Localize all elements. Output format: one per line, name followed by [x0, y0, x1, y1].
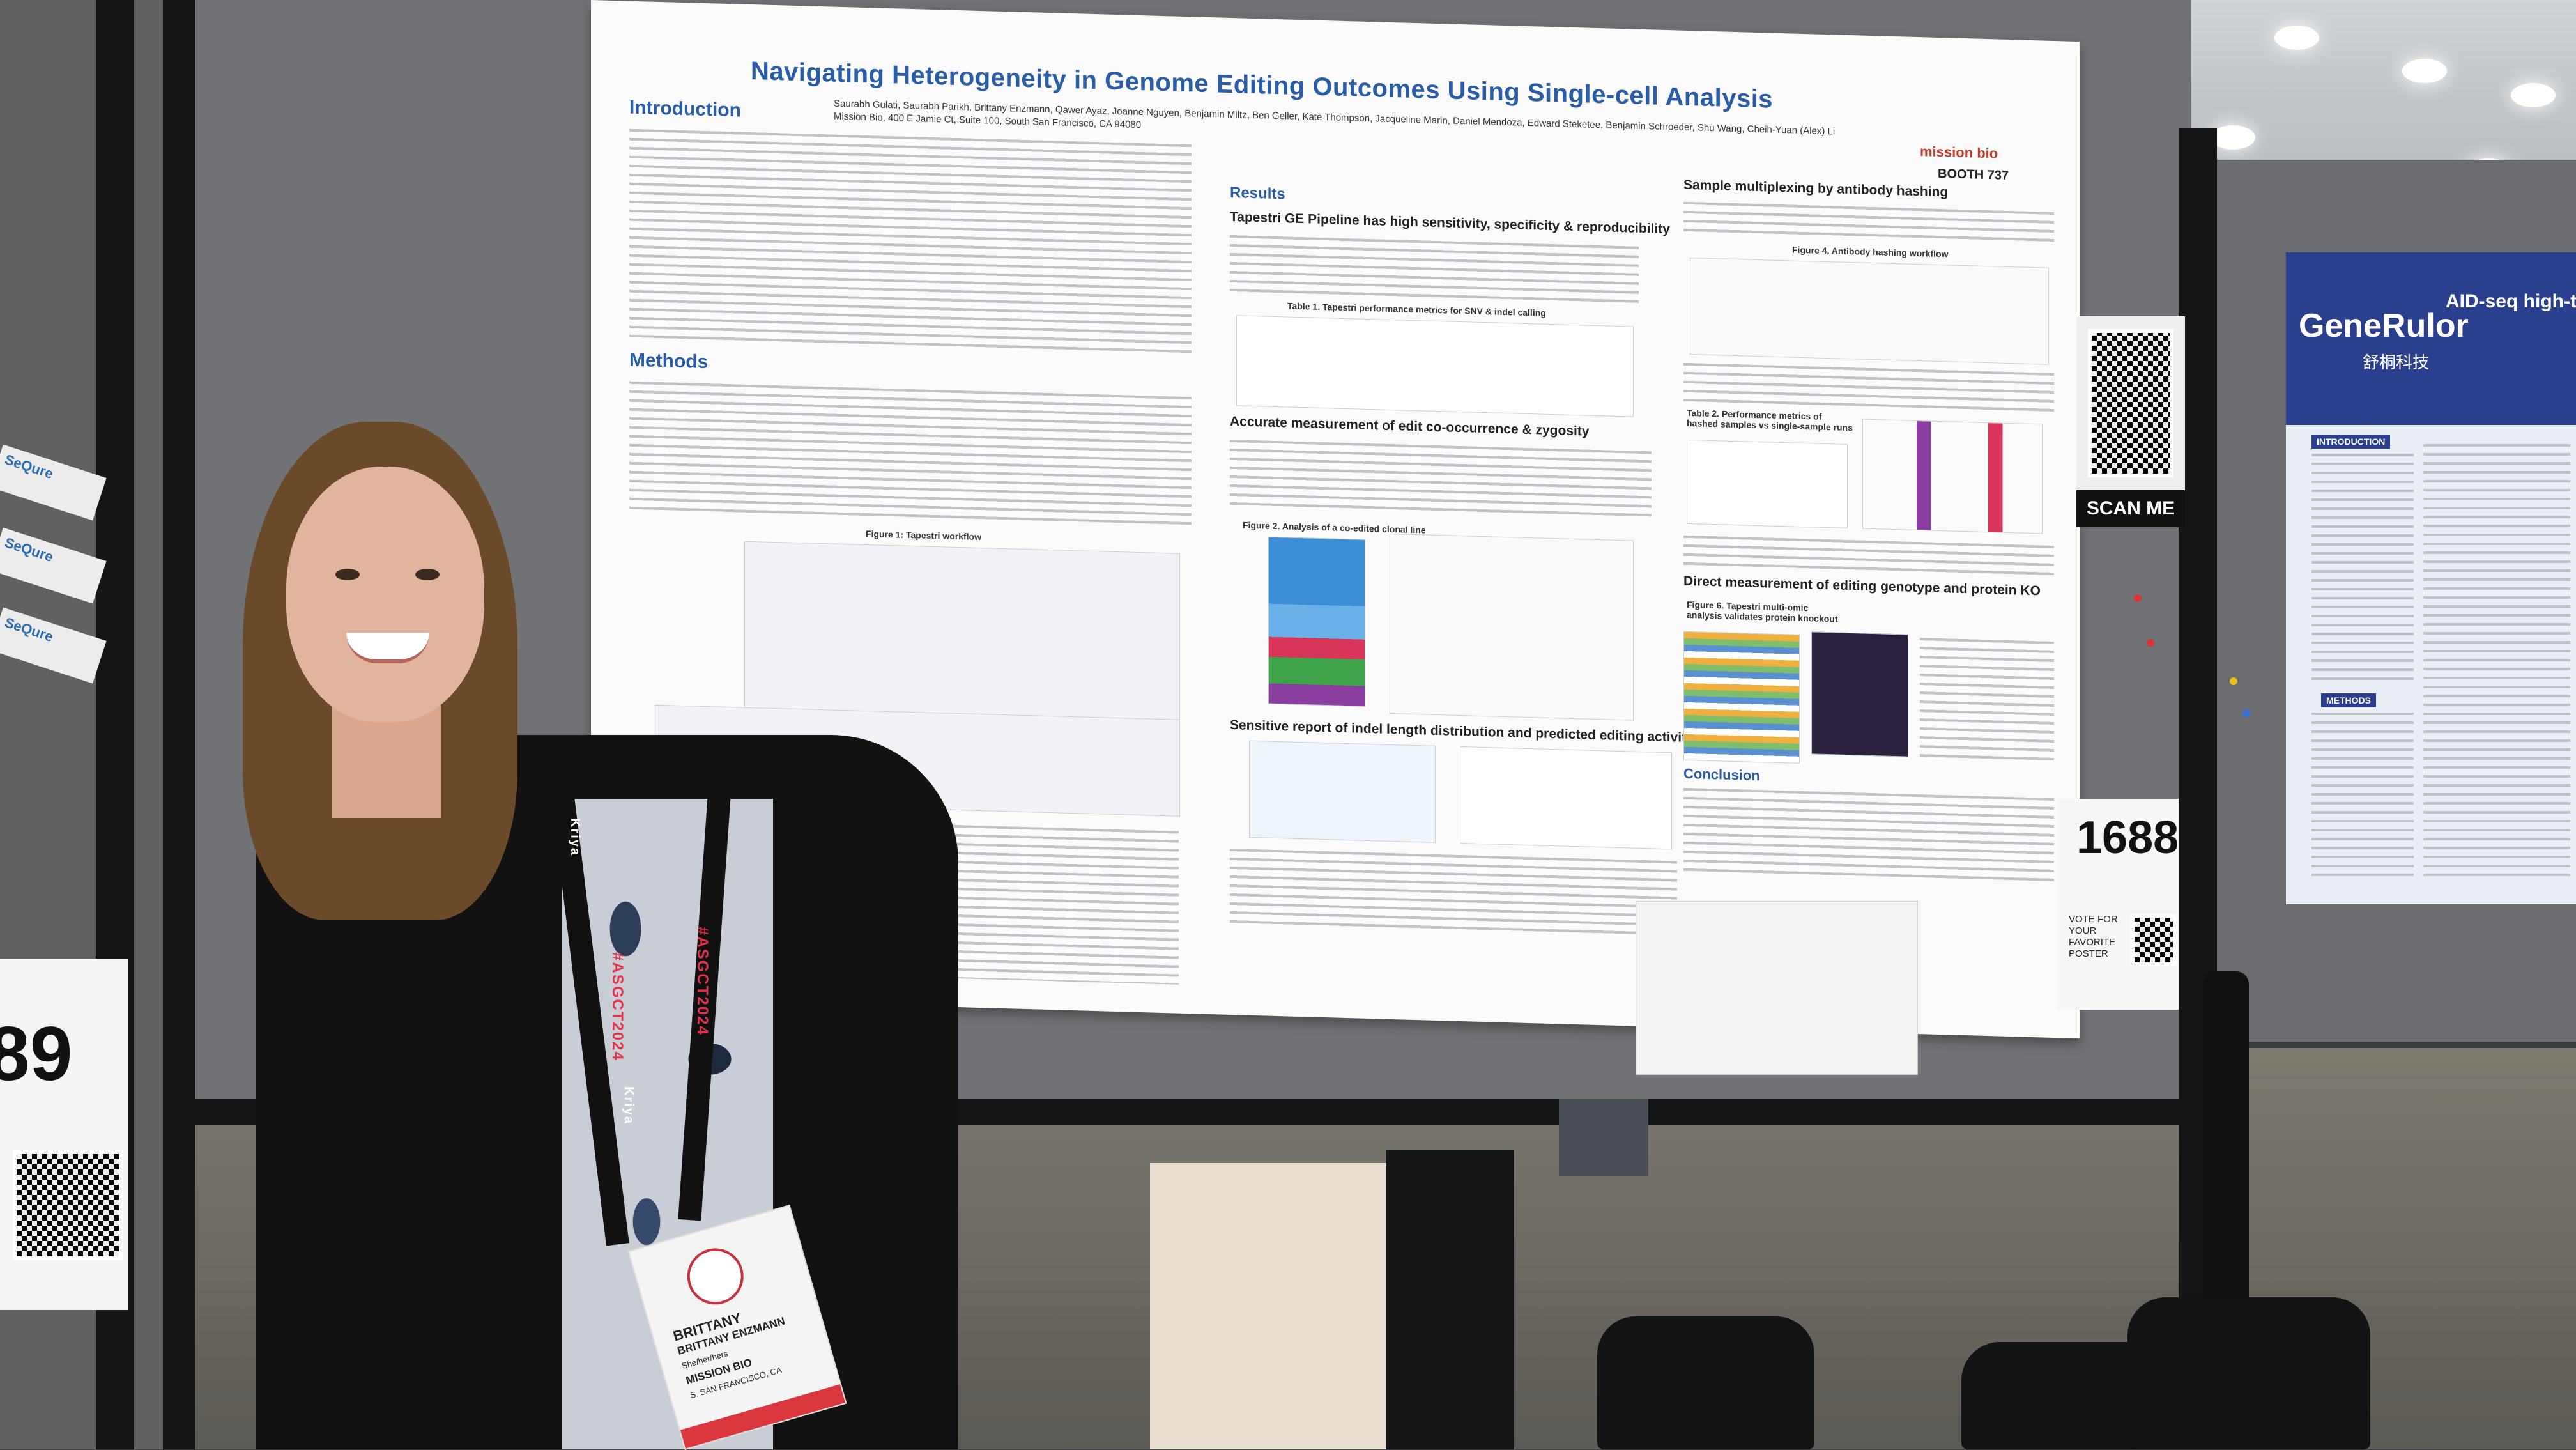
- lanyard-sponsor-text: Kriya: [568, 818, 582, 857]
- backpack: [1597, 1316, 1814, 1449]
- passerby-legs-dark: [1386, 1150, 1514, 1449]
- ceiling-light: [2274, 26, 2319, 50]
- figure-6-caption: Figure 6. Tapestri multi-omic analysis v…: [1687, 599, 1838, 624]
- push-pin: [2147, 639, 2154, 647]
- section-results: Results: [1230, 183, 1285, 203]
- table-1: [1236, 315, 1634, 417]
- push-pin: [2230, 677, 2237, 685]
- introduction-text: [629, 128, 1192, 356]
- lanyard-event-text: #ASGCT2024: [609, 952, 626, 1061]
- scan-me-card: SCAN ME: [2076, 316, 2185, 527]
- backpack: [2128, 1297, 2370, 1449]
- mission-bio-logo: mission bio: [1920, 143, 1998, 162]
- ceiling-light: [2402, 59, 2447, 83]
- push-pin: [2134, 594, 2142, 602]
- table-1-caption: Table 1. Tapestri performance metrics fo…: [1287, 300, 1546, 318]
- badge-text: BRITTANY BRITTANY ENZMANN She/her/hers M…: [671, 1299, 799, 1403]
- table-2: [1687, 439, 1848, 528]
- left-board-number: 89: [0, 1011, 73, 1097]
- generulor-logo: GeneRulor: [2299, 307, 2469, 344]
- person-neck: [332, 703, 441, 818]
- board-frame-pole: [163, 0, 195, 1449]
- table-2-caption: Table 2. Performance metrics of hashed s…: [1687, 407, 1853, 433]
- generulor-title: AID-seq high-through: [2446, 291, 2576, 312]
- passerby-legs: [1150, 1163, 1393, 1449]
- figure-4-workflow: [1690, 258, 2049, 365]
- section-conclusion: Conclusion: [1683, 765, 1760, 784]
- generulor-methods-heading: METHODS: [2321, 693, 2376, 707]
- person-eye: [415, 569, 440, 580]
- qr-code: [2131, 914, 2177, 966]
- generulor-header: GeneRulor 舒桐科技 AID-seq high-through: [2286, 252, 2576, 425]
- booth-number: BOOTH 737: [1938, 166, 2009, 183]
- asgct-seal: [680, 1241, 751, 1311]
- multiplex-bar-chart: [1862, 419, 2043, 534]
- cooccurrence-text: [1230, 439, 1652, 522]
- generulor-text: [2423, 444, 2570, 879]
- generulor-text: [2312, 454, 2414, 684]
- indel-text: [1230, 848, 1677, 938]
- vote-label: VOTE FOR YOUR FAVORITE POSTER: [2069, 914, 2118, 959]
- multiplex-text-3: [1683, 535, 2054, 578]
- indel-score-table: [1460, 746, 1672, 850]
- pipeline-text: [1230, 235, 1639, 304]
- left-board-number-card: 89: [0, 959, 128, 1310]
- qr-code: [13, 1150, 123, 1260]
- generulor-logo-cn: 舒桐科技: [2363, 353, 2430, 372]
- multiplexing-text-2: [1683, 362, 2054, 412]
- subheading-genotype-protein: Direct measurement of editing genotype a…: [1683, 573, 2041, 599]
- generulor-poster: GeneRulor 舒桐科技 AID-seq high-through INTR…: [2286, 252, 2576, 904]
- figure-6-heatmap: [1811, 631, 1908, 757]
- section-methods: Methods: [629, 349, 709, 373]
- generulor-text: [2312, 713, 2414, 879]
- passerby-legs-distant: [1559, 1099, 1648, 1176]
- figure-1-workflow: [744, 541, 1180, 721]
- board-number-card: 1688 VOTE FOR YOUR FAVORITE POSTER: [2057, 799, 2179, 1010]
- multiplexing-text: [1683, 201, 2054, 244]
- lanyard-event-text: #ASGCT2024: [694, 927, 711, 1036]
- subheading-pipeline: Tapestri GE Pipeline has high sensitivit…: [1230, 209, 1670, 237]
- board-number: 1688: [2076, 812, 2179, 863]
- ceiling-light: [2511, 83, 2556, 107]
- push-pin: [2242, 709, 2250, 717]
- person-face: [286, 467, 484, 722]
- subheading-multiplexing: Sample multiplexing by antibody hashing: [1683, 177, 1949, 200]
- figure-2-zygosity: [1390, 533, 1634, 721]
- ceiling-light: [2211, 125, 2255, 150]
- generulor-intro-heading: INTRODUCTION: [2312, 435, 2391, 449]
- handout-sheet: [1636, 901, 1918, 1075]
- indel-histogram: [1249, 740, 1436, 843]
- section-introduction: Introduction: [629, 96, 741, 121]
- qr-code: [2088, 329, 2174, 477]
- figure-4-caption: Figure 4. Antibody hashing workflow: [1792, 244, 1949, 259]
- figure-2-heatmap: [1268, 536, 1365, 707]
- lanyard-sponsor-text: Kriya: [622, 1086, 636, 1125]
- subheading-cooccurrence: Accurate measurement of edit co-occurren…: [1230, 413, 1590, 439]
- figure-6-ridgeplot: [1683, 631, 1800, 764]
- person-smile: [346, 633, 429, 663]
- person-eye: [335, 569, 360, 580]
- figure-2-caption: Figure 2. Analysis of a co-edited clonal…: [1243, 520, 1426, 536]
- figure-1-caption: Figure 1: Tapestri workflow: [866, 528, 981, 543]
- conclusion-text: [1683, 787, 2054, 881]
- methods-text: [629, 381, 1192, 525]
- scan-me-label: SCAN ME: [2076, 490, 2185, 527]
- genotype-text: [1920, 638, 2054, 763]
